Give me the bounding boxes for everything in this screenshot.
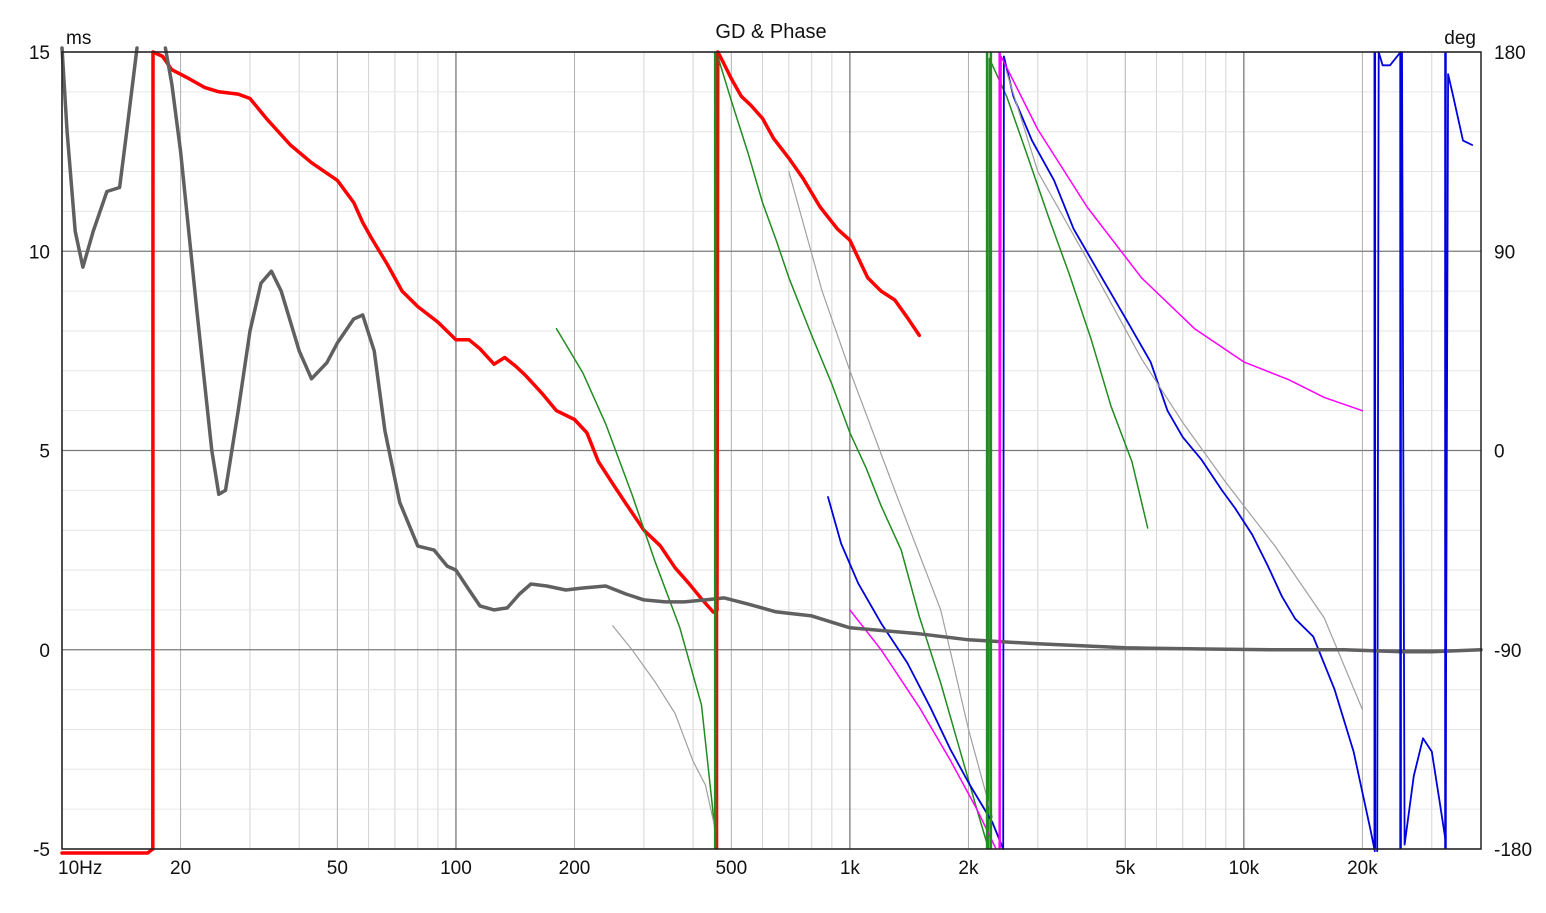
series-2-segment-0 [827, 496, 1005, 850]
left-axis-unit: ms [66, 28, 91, 49]
series-5-segment-0 [60, 46, 139, 269]
x-tick-label: 200 [559, 858, 591, 879]
right-axis-ticks: 180 90 0 -90 -180 [1494, 43, 1532, 861]
x-axis-ticks: 10Hz 20 50 100 200 500 1k 2k 5k 10k 20k [58, 858, 1378, 879]
x-tick-label: 50 [327, 858, 348, 879]
series-2-segment-4 [1444, 73, 1474, 841]
series-4-segment-2 [1006, 71, 1363, 711]
series-0-segment-1 [151, 50, 719, 851]
series-3-segment-1 [998, 55, 1364, 850]
series-1-segment-0 [555, 327, 718, 850]
series-2-segment-2 [1376, 51, 1402, 853]
x-tick-label: 10k [1229, 858, 1260, 879]
x-tick-label: 20 [170, 858, 191, 879]
series-2-segment-1 [1002, 55, 1376, 853]
right-tick-label: -180 [1494, 840, 1532, 861]
right-tick-label: 180 [1494, 43, 1526, 64]
series-1-segment-1 [716, 55, 990, 850]
left-axis-ticks: 15 10 5 0 -5 [29, 43, 50, 861]
series-5-segment-1 [163, 46, 1483, 654]
x-tick-label: 100 [440, 858, 472, 879]
right-tick-label: -90 [1494, 641, 1521, 662]
x-tick-label: 20k [1347, 858, 1378, 879]
left-tick-label: 5 [39, 442, 50, 463]
series-4-segment-0 [612, 625, 716, 830]
chart-title: GD & Phase [715, 21, 826, 43]
right-axis-unit: deg [1444, 28, 1476, 49]
right-tick-label: 0 [1494, 442, 1505, 463]
series-1-segment-2 [987, 57, 1149, 850]
right-tick-label: 90 [1494, 242, 1515, 263]
x-tick-label: 1k [840, 858, 861, 879]
series-0-segment-0 [60, 847, 155, 855]
plot-frame [61, 51, 1482, 850]
left-tick-label: 0 [39, 641, 50, 662]
series-2-segment-3 [1401, 51, 1447, 846]
series-3-segment-0 [849, 609, 997, 850]
series-0-segment-2 [715, 50, 922, 612]
series-4-segment-1 [788, 171, 993, 818]
left-tick-label: 10 [29, 242, 50, 263]
x-tick-label: 2k [958, 858, 979, 879]
left-tick-label: -5 [33, 840, 50, 861]
x-tick-label: 5k [1115, 858, 1136, 879]
x-tick-label: 500 [715, 858, 747, 879]
x-tick-label: 10Hz [58, 858, 102, 879]
series-layer [60, 46, 1483, 855]
left-tick-label: 15 [29, 43, 50, 64]
